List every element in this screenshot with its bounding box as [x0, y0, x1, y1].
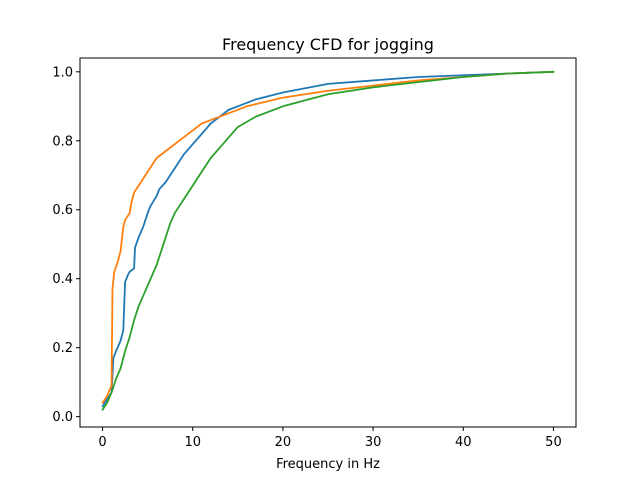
x-tick-label: 10	[184, 435, 201, 450]
plot-area: 0 10 20 30 40 50 0.0 0.2 0.4 0.6 0.8 1.0	[52, 65, 561, 450]
y-tick-label: 0.2	[52, 341, 73, 356]
series-line-2	[101, 70, 555, 404]
axes-frame	[79, 57, 577, 428]
y-tick-label: 0.6	[52, 203, 73, 218]
chart-title: Frequency CFD for jogging	[222, 35, 434, 54]
y-tick-label: 0.4	[52, 272, 73, 287]
x-tick-label: 40	[455, 435, 472, 450]
series-line-1	[101, 70, 555, 408]
y-tick-label: 1.0	[52, 65, 73, 80]
x-tick-label: 20	[275, 435, 292, 450]
y-tick-label: 0.0	[52, 410, 73, 425]
x-axis-label: Frequency in Hz	[276, 457, 380, 472]
series-line-3	[101, 70, 555, 411]
x-tick-label: 0	[98, 435, 106, 450]
x-tick-label: 50	[545, 435, 562, 450]
y-tick-label: 0.8	[52, 134, 73, 149]
x-tick-label: 30	[365, 435, 382, 450]
